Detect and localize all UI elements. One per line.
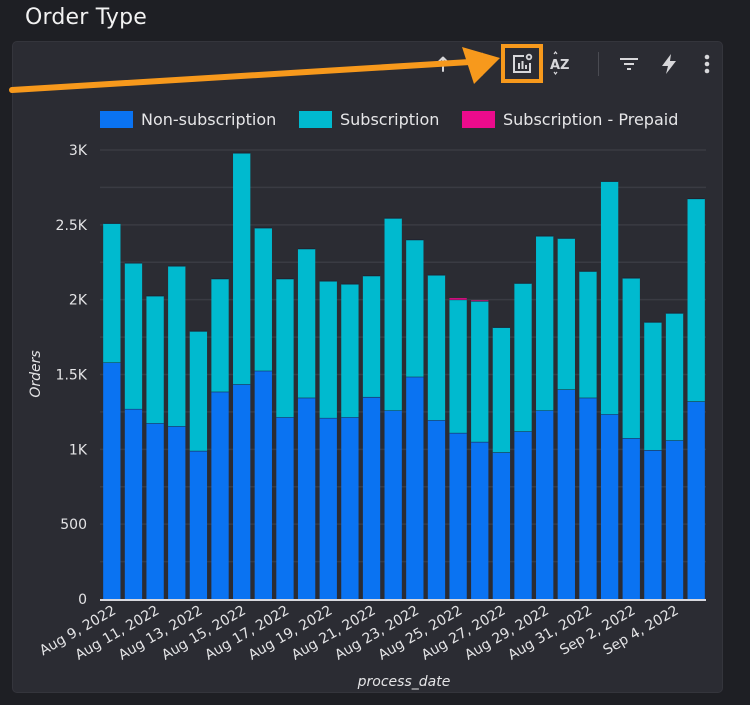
- filter-button[interactable]: [615, 50, 643, 78]
- bar-segment-subscription[interactable]: [644, 322, 662, 451]
- bar-segment-non-subscription[interactable]: [124, 408, 143, 599]
- y-tick-label: 0: [78, 592, 87, 608]
- bar-segment-subscription[interactable]: [384, 218, 402, 411]
- bar-segment-non-subscription[interactable]: [211, 391, 229, 599]
- bar-segment-subscription[interactable]: [449, 299, 467, 433]
- legend-label: Subscription: [340, 110, 440, 129]
- sort-az-icon: AZ: [550, 51, 570, 75]
- filter-icon: [620, 58, 638, 70]
- bar-segment-subscription[interactable]: [233, 152, 251, 385]
- bar-segment-non-subscription[interactable]: [557, 389, 575, 599]
- bar-segment-non-subscription[interactable]: [362, 396, 381, 599]
- legend-swatch-non-subscription: [100, 111, 133, 128]
- bar-segment-non-subscription[interactable]: [665, 440, 684, 599]
- y-axis-title: Orders: [28, 350, 44, 397]
- bar-segment-subscription[interactable]: [362, 275, 381, 397]
- bar-segment-non-subscription[interactable]: [687, 401, 705, 599]
- bar-segment-subscription[interactable]: [492, 327, 511, 453]
- bar-segment-subscription[interactable]: [427, 274, 446, 421]
- chart-settings-button[interactable]: [508, 50, 536, 78]
- bar-segment-subscription[interactable]: [146, 295, 164, 424]
- bar-segment-non-subscription[interactable]: [622, 438, 640, 599]
- bar-segment-non-subscription[interactable]: [579, 397, 597, 599]
- bar-segment-non-subscription[interactable]: [233, 384, 251, 599]
- legend-item-non-subscription[interactable]: Non-subscription: [100, 110, 276, 129]
- more-options-button[interactable]: [693, 50, 721, 78]
- y-tick-label: 3K: [69, 143, 88, 159]
- bar-segment-subscription-prepaid[interactable]: [449, 298, 467, 300]
- y-tick-label: 2.5K: [56, 218, 88, 234]
- bar-segment-subscription[interactable]: [124, 262, 143, 409]
- bar-segment-subscription[interactable]: [579, 271, 597, 398]
- bar-segment-non-subscription[interactable]: [297, 397, 316, 599]
- chart-settings-icon: [513, 53, 533, 73]
- bar-segment-non-subscription[interactable]: [103, 362, 121, 599]
- legend-label: Non-subscription: [141, 110, 277, 129]
- svg-text:AZ: AZ: [550, 58, 570, 73]
- chart-legend: Non-subscription Subscription Subscripti…: [0, 110, 750, 134]
- bar-segment-subscription[interactable]: [103, 223, 121, 363]
- bar-segment-non-subscription[interactable]: [600, 414, 619, 599]
- bar-segment-non-subscription[interactable]: [406, 376, 424, 599]
- bar-segment-subscription[interactable]: [665, 313, 684, 441]
- y-tick-label: 1.5K: [56, 368, 88, 384]
- bar-segment-subscription[interactable]: [600, 181, 619, 415]
- bar-segment-non-subscription[interactable]: [644, 450, 662, 599]
- bar-segment-non-subscription[interactable]: [319, 417, 337, 599]
- bar-segment-subscription[interactable]: [341, 283, 359, 418]
- y-axis-ticks: 0 500 1K 1.5K 2K 2.5K 3K: [56, 143, 88, 608]
- bar-segment-non-subscription[interactable]: [146, 423, 164, 599]
- bar-segment-non-subscription[interactable]: [427, 420, 446, 599]
- bar-segment-subscription-prepaid[interactable]: [471, 300, 489, 302]
- bar-segment-subscription[interactable]: [536, 236, 554, 411]
- bar-segment-subscription[interactable]: [254, 227, 272, 371]
- bar-segment-non-subscription[interactable]: [189, 450, 208, 599]
- x-axis-title: process_date: [357, 674, 451, 690]
- sort-az-button[interactable]: AZ: [546, 50, 574, 78]
- y-tick-label: 1K: [69, 442, 88, 458]
- bar-segment-subscription[interactable]: [211, 278, 229, 392]
- page-title: Order Type: [25, 5, 148, 30]
- bar-segment-subscription[interactable]: [687, 198, 705, 402]
- quick-insights-button[interactable]: [655, 50, 683, 78]
- chart-toolbar: AZ: [0, 44, 750, 84]
- more-vertical-icon: [704, 54, 710, 74]
- y-tick-label: 2K: [69, 293, 88, 309]
- bar-segment-non-subscription[interactable]: [492, 452, 511, 599]
- lightning-icon: [662, 54, 676, 74]
- bars: [103, 152, 705, 599]
- bar-segment-non-subscription[interactable]: [449, 432, 467, 599]
- bar-segment-subscription[interactable]: [406, 239, 424, 377]
- bar-segment-non-subscription[interactable]: [384, 410, 402, 599]
- bar-segment-subscription[interactable]: [557, 238, 575, 390]
- legend-item-subscription[interactable]: Subscription: [299, 110, 439, 129]
- bar-segment-subscription[interactable]: [319, 280, 337, 418]
- bar-segment-non-subscription[interactable]: [514, 431, 532, 599]
- bar-segment-subscription[interactable]: [622, 277, 640, 439]
- legend-swatch-subscription-prepaid: [462, 111, 495, 128]
- toolbar-divider: [598, 52, 599, 76]
- bar-segment-subscription[interactable]: [514, 283, 532, 432]
- bar-segment-non-subscription[interactable]: [276, 417, 294, 599]
- bar-segment-subscription[interactable]: [168, 265, 186, 427]
- bar-segment-subscription[interactable]: [471, 301, 489, 442]
- bar-segment-non-subscription[interactable]: [536, 410, 554, 599]
- bar-segment-subscription[interactable]: [189, 331, 208, 451]
- bar-segment-non-subscription[interactable]: [471, 441, 489, 599]
- bar-segment-subscription[interactable]: [276, 278, 294, 418]
- bar-segment-non-subscription[interactable]: [341, 417, 359, 599]
- legend-label: Subscription - Prepaid: [503, 110, 679, 129]
- bar-segment-non-subscription[interactable]: [254, 370, 272, 599]
- bar-segment-non-subscription[interactable]: [168, 426, 186, 599]
- legend-item-subscription-prepaid[interactable]: Subscription - Prepaid: [462, 110, 678, 129]
- legend-swatch-subscription: [299, 111, 332, 128]
- bar-segment-subscription[interactable]: [297, 248, 316, 398]
- y-tick-label: 500: [60, 517, 87, 533]
